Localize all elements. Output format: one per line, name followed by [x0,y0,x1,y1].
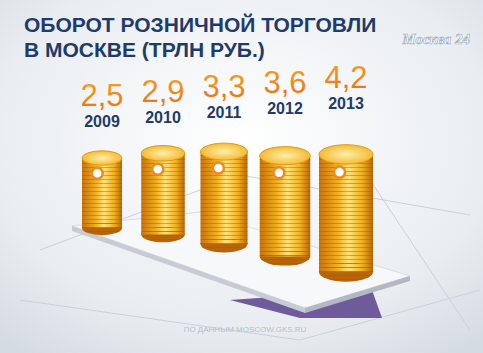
chart: 2,52009 2,92010 3,32011 3,62012 4,22013 ОБОРО… [0,0,483,353]
marker [334,167,345,178]
coin-bottom [260,247,311,265]
category-label: 2010 [145,109,181,126]
coin-stack [201,143,248,252]
chart-root: 2,52009 2,92010 3,32011 3,62012 4,22013 ОБОРО… [0,0,483,353]
coin-bottom-ridges [319,262,373,281]
title: ОБОРОТ РОЗНИЧНОЙ ТОРГОВЛИВ МОСКВЕ (ТРЛН … [24,13,376,61]
bar [141,153,185,234]
coin-bottom-ridges [260,247,311,265]
coin-ridges [141,153,185,234]
labels: 2,52009 2,92010 3,32011 3,62012 4,22013 [80,60,367,130]
coin-ridges [319,154,373,272]
decoration [20,150,480,340]
marker [213,163,224,174]
coin-bottom-ridges [82,221,122,235]
coin-ridges [82,158,122,228]
watermark: Москва 24 [401,31,470,47]
bars [82,143,373,282]
coin-ridges [201,152,248,244]
marker [273,167,284,178]
category-label: 2013 [328,95,364,112]
data-label: 2,5 [80,78,123,113]
coin-bottom-ridges [141,227,185,243]
coin-bottom [82,221,122,235]
category-label: 2009 [84,113,120,130]
coin-top [201,143,248,160]
deco-line [20,290,480,340]
coin-top [141,145,185,161]
marker [92,168,103,179]
coin-stack [260,147,311,266]
category-label: 2011 [207,104,242,121]
coin-bottom [319,262,373,281]
title-line: В МОСКВЕ (ТРЛН РУБ.) [24,38,265,61]
bar [82,158,122,228]
data-label: 4,2 [324,60,367,95]
coin-bottom [201,236,248,253]
coin-top [82,151,122,165]
coin-stack [82,151,122,235]
bar [260,156,311,257]
platform-edge [305,276,410,313]
data-label: 3,3 [202,69,245,104]
category-label: 2012 [267,100,303,117]
source: ПО ДАННЫМ MOSCOW.GKS.RU [184,325,307,334]
coin-bottom-ridges [201,236,248,253]
marker [152,164,163,175]
data-label: 3,6 [263,65,306,100]
coin-top [260,147,311,165]
coin-bottom [141,227,185,243]
coin-ridges [260,156,311,257]
bar [201,152,248,244]
coin-stack [319,145,373,282]
bar [319,154,373,272]
title-line: ОБОРОТ РОЗНИЧНОЙ ТОРГОВЛИ [24,13,376,36]
background [0,0,483,353]
data-label: 2,9 [141,74,184,109]
coin-stack [141,145,185,242]
coin-top [319,145,373,164]
